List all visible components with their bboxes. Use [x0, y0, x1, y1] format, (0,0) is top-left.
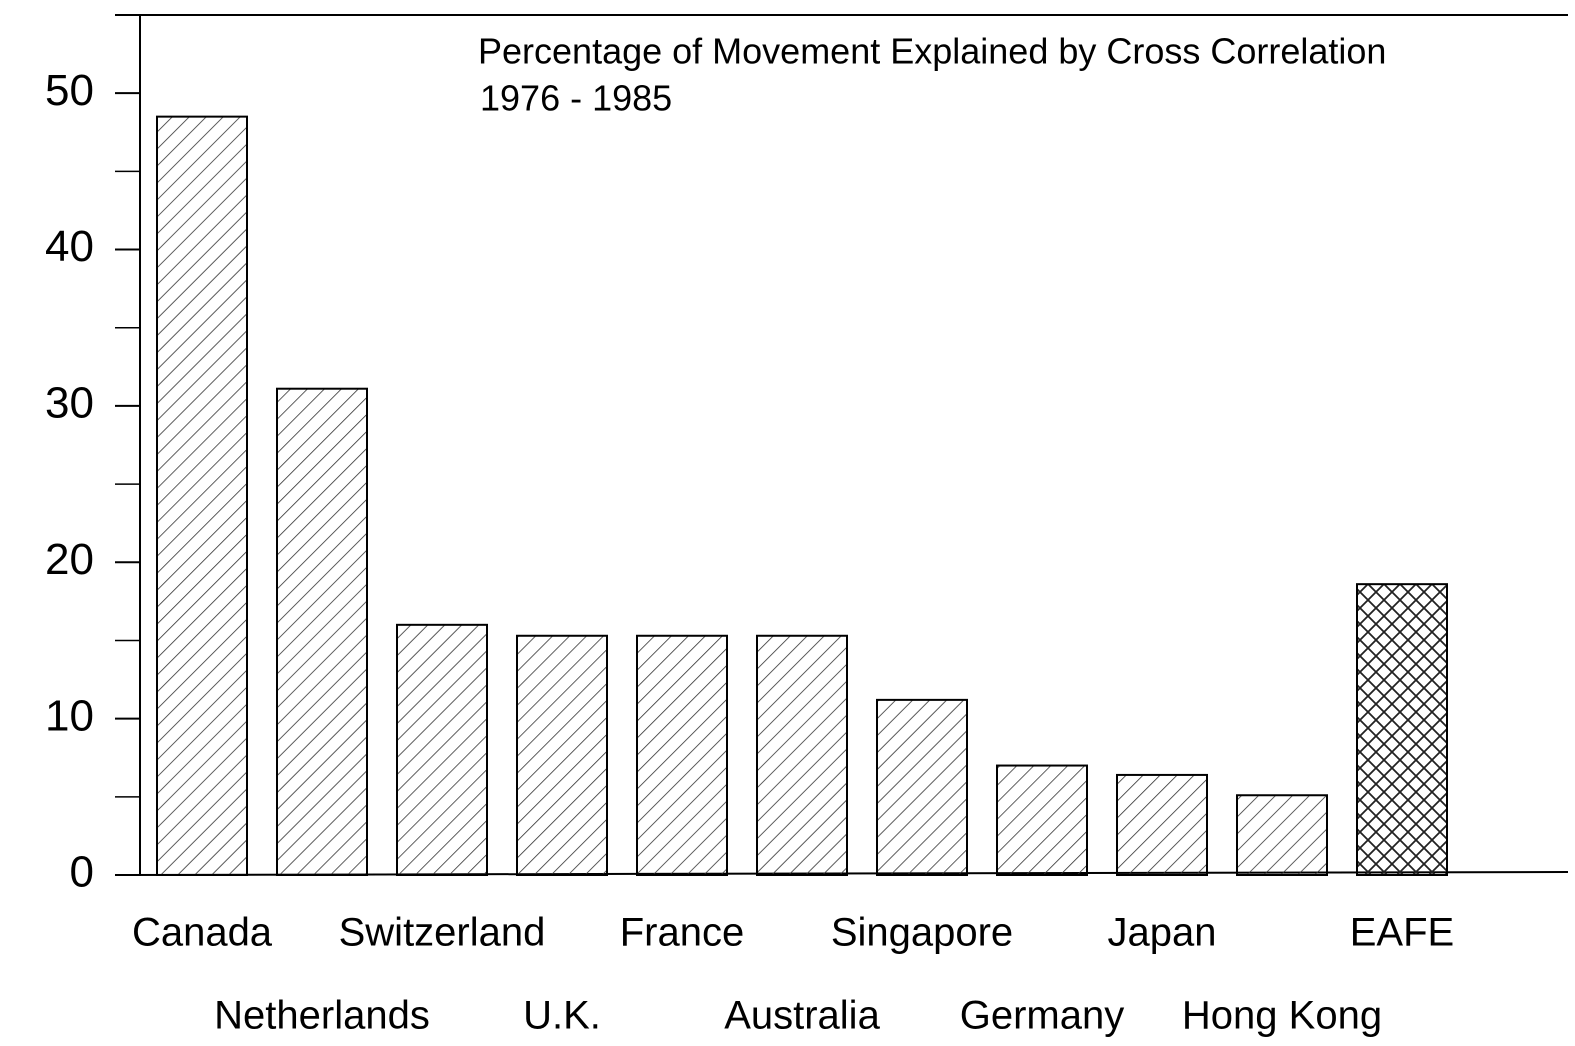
y-tick-label: 50: [45, 66, 94, 115]
x-tick-label: Australia: [724, 994, 880, 1038]
bar: [516, 634, 608, 876]
bar: [1236, 794, 1328, 876]
y-tick-label: 30: [45, 379, 94, 428]
bar: [876, 698, 968, 877]
x-tick-label: Germany: [960, 994, 1125, 1038]
x-tick-label: Switzerland: [339, 911, 546, 955]
bar: [636, 634, 728, 876]
bar: [396, 623, 488, 876]
bar: [1356, 583, 1448, 876]
x-tick-label: France: [620, 911, 745, 955]
x-tick-label: Singapore: [831, 911, 1013, 955]
x-tick-label: Japan: [1108, 911, 1217, 955]
bar: [1116, 773, 1208, 876]
chart-subtitle: 1976 - 1985: [480, 78, 672, 119]
x-tick-label: Canada: [132, 911, 273, 955]
x-tick-label: EAFE: [1350, 911, 1454, 955]
chart-title: Percentage of Movement Explained by Cros…: [478, 31, 1386, 72]
y-tick-label: 20: [45, 535, 94, 584]
x-tick-label: Netherlands: [214, 994, 430, 1038]
bar: [756, 634, 848, 876]
bar: [996, 764, 1088, 877]
x-tick-label: Hong Kong: [1182, 994, 1382, 1038]
bar: [156, 115, 248, 877]
bar: [276, 387, 368, 876]
y-tick-label: 10: [45, 691, 94, 740]
x-tick-label: U.K.: [523, 994, 601, 1038]
y-tick-label: 40: [45, 222, 94, 271]
y-tick-label: 0: [70, 848, 94, 897]
